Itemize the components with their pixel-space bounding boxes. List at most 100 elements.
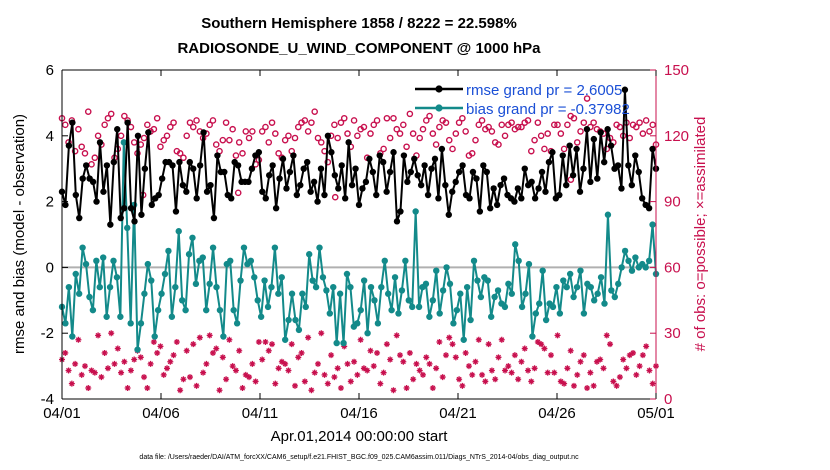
bias-point: [285, 316, 292, 324]
x-tick-label: 04/11: [242, 405, 278, 422]
bias-point: [522, 290, 529, 297]
bias-point: [433, 267, 440, 274]
rmse-point: [514, 185, 522, 192]
legend-bias-marker: [435, 104, 443, 112]
assimilated-marker: [282, 360, 289, 367]
obs-assimilated-point: [91, 369, 98, 376]
assimilated-marker: [610, 378, 617, 385]
obs-assimilated-point: [219, 354, 226, 361]
assimilated-marker: [639, 352, 646, 359]
assimilated-marker: [482, 378, 489, 385]
rmse-point: [563, 181, 570, 189]
assimilated-marker: [511, 352, 518, 359]
bias-point: [518, 303, 526, 311]
rmse-point: [245, 178, 252, 186]
obs-assimilated-point: [272, 380, 279, 387]
rmse-point: [386, 168, 394, 176]
assimilated-marker: [475, 336, 482, 343]
obs-assimilated-point: [636, 363, 643, 370]
obs-assimilated-point: [262, 338, 269, 345]
obs-assimilated-point: [538, 341, 545, 348]
obs-possible-point: [209, 117, 217, 124]
obs-assimilated-point: [465, 363, 472, 370]
obs-assimilated-point: [216, 387, 223, 394]
obs-assimilated-point: [610, 378, 617, 385]
x-tick-label: 04/06: [142, 405, 180, 422]
obs-possible-point: [285, 132, 292, 140]
obs-possible-point: [386, 134, 394, 142]
obs-assimilated-point: [495, 354, 502, 361]
assimilated-marker: [521, 345, 528, 352]
rmse-point: [321, 191, 328, 199]
rmse-point: [621, 86, 629, 93]
obs-assimilated-point: [301, 378, 308, 385]
bias-point: [632, 254, 639, 261]
assimilated-marker: [603, 332, 610, 339]
obs-possible-point: [344, 130, 351, 137]
obs-assimilated-point: [72, 360, 79, 367]
rmse-point: [417, 181, 425, 189]
bias-point: [405, 297, 412, 304]
obs-assimilated-point: [485, 341, 492, 348]
obs-assimilated-point: [239, 385, 246, 392]
obs-assimilated-point: [479, 371, 486, 378]
rmse-point: [158, 175, 166, 182]
obs-assimilated-point: [95, 332, 102, 339]
rmse-point: [435, 195, 442, 202]
rmse-point: [490, 185, 497, 192]
assimilated-marker: [636, 363, 643, 370]
obs-assimilated-point: [180, 376, 187, 383]
obs-possible-point: [409, 130, 417, 137]
obs-assimilated-point: [196, 334, 203, 341]
assimilated-marker: [95, 332, 102, 339]
bias-point: [148, 277, 155, 284]
obs-possible-point: [206, 121, 213, 129]
obs-assimilated-point: [400, 358, 407, 365]
assimilated-marker: [131, 356, 138, 363]
obs-assimilated-point: [584, 385, 591, 392]
obs-possible-point: [564, 121, 571, 129]
bias-point: [395, 310, 402, 317]
bias-point: [199, 254, 206, 261]
assimilated-marker: [547, 352, 554, 359]
rmse-point: [535, 185, 542, 192]
obs-assimilated-point: [354, 371, 361, 378]
obs-assimilated-point: [570, 382, 577, 389]
bias-point: [508, 290, 515, 297]
obs-assimilated-point: [203, 360, 210, 367]
obs-assimilated-point: [620, 356, 627, 363]
obs-assimilated-point: [252, 378, 259, 385]
bias-point: [281, 336, 289, 343]
bias-point: [374, 320, 382, 327]
assimilated-marker: [104, 365, 111, 372]
bias-point: [560, 277, 567, 284]
rmse-point: [373, 191, 380, 199]
rmse-point: [583, 126, 591, 133]
bias-point: [189, 234, 196, 241]
bias-series: [58, 139, 660, 353]
obs-assimilated-point: [108, 330, 115, 337]
axes: [61, 69, 657, 400]
rmse-point: [618, 185, 625, 192]
bias-point: [178, 297, 186, 304]
bias-point: [398, 287, 406, 294]
bias-point: [611, 293, 618, 301]
obs-assimilated-point: [321, 371, 328, 378]
assimilated-marker: [534, 338, 541, 345]
rmse-point: [445, 211, 452, 218]
assimilated-marker: [528, 378, 535, 385]
assimilated-marker: [193, 382, 200, 389]
obs-possible-point: [429, 130, 437, 137]
obs-assimilated-point: [344, 360, 351, 367]
y-left-tick-label: 6: [46, 62, 54, 79]
obs-possible-point: [554, 121, 561, 129]
assimilated-marker: [111, 360, 118, 367]
obs-possible-point: [294, 123, 302, 131]
obs-assimilated-point: [255, 338, 262, 345]
rmse-point: [497, 181, 504, 189]
rmse-point: [262, 195, 269, 202]
assimilated-marker: [232, 367, 239, 374]
bias-point: [100, 254, 107, 261]
y-right-axis-label: # of obs: o=possible; ×=assimilated: [692, 117, 709, 352]
rmse-point: [134, 132, 142, 139]
